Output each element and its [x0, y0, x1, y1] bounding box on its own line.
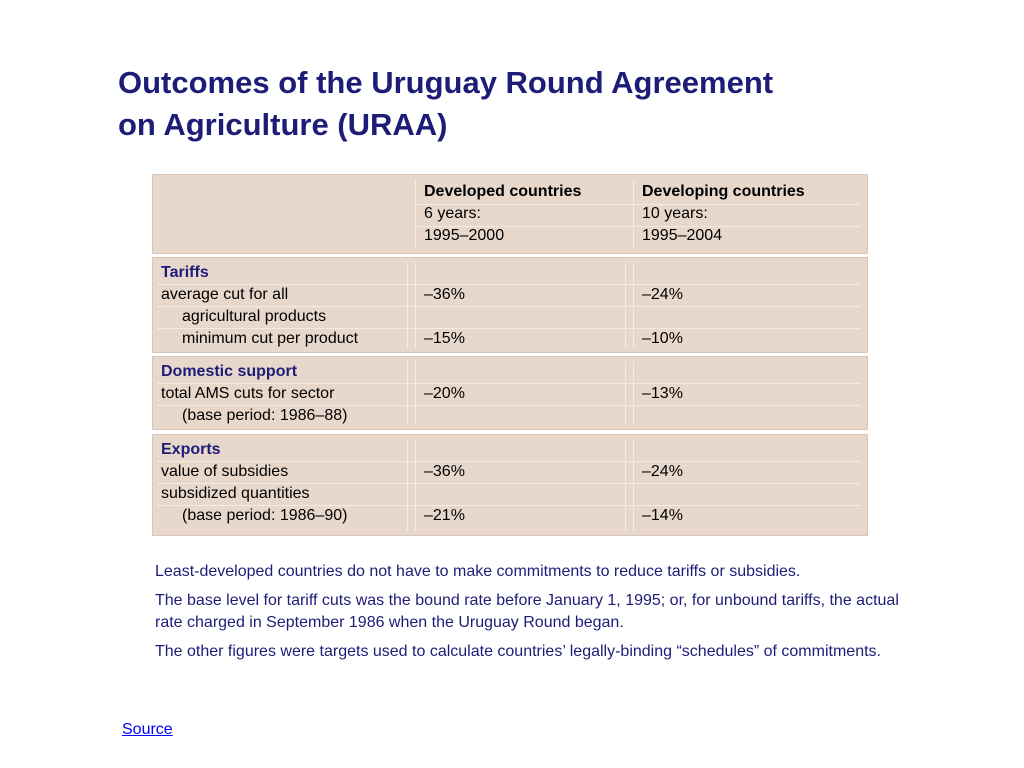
header-developed-name: Developed countries: [424, 183, 582, 200]
tariffs-heading: Tariffs: [161, 264, 209, 281]
header-developing-name: Developing countries: [642, 183, 805, 200]
exports-block: Exports value of subsidies subsidized qu…: [152, 434, 868, 536]
page-title-line-2: on Agriculture (URAA): [118, 107, 448, 142]
exports-row1-developing: –24%: [642, 463, 683, 480]
footnote-other-figures: The other figures were targets used to c…: [155, 643, 881, 660]
tariffs-row1-developing: –24%: [642, 286, 683, 303]
domestic-row1-developed: –20%: [424, 385, 465, 402]
tariffs-row1-label: average cut for all: [161, 286, 289, 303]
tariffs-row1-developed: –36%: [424, 286, 465, 303]
footnote-least-developed: Least-developed countries do not have to…: [155, 563, 801, 580]
domestic-support-block: Domestic support total AMS cuts for sect…: [152, 356, 868, 430]
source-link[interactable]: Source: [122, 721, 173, 738]
tariffs-block: Tariffs average cut for all agricultural…: [152, 257, 868, 353]
uraa-table: Developed countries 6 years: 1995–2000 D…: [152, 174, 868, 536]
tariffs-row2-developed: –15%: [424, 330, 465, 347]
header-developed-years: 1995–2000: [424, 227, 505, 244]
exports-heading: Exports: [161, 441, 221, 458]
exports-row1-label: value of subsidies: [161, 463, 289, 480]
exports-row2-developing: –14%: [642, 507, 683, 524]
header-developing-period: 10 years:: [642, 205, 708, 222]
header-developing-years: 1995–2004: [642, 227, 723, 244]
domestic-row1-sub: (base period: 1986–88): [182, 407, 348, 424]
page-title-line-1: Outcomes of the Uruguay Round Agreement: [118, 65, 774, 100]
page-title: Outcomes of the Uruguay Round Agreement …: [118, 62, 918, 146]
tariffs-row2-developing: –10%: [642, 330, 683, 347]
exports-row1-developed: –36%: [424, 463, 465, 480]
domestic-row1-developing: –13%: [642, 385, 683, 402]
footnotes: Least-developed countries do not have to…: [155, 561, 915, 670]
exports-row2-developed: –21%: [424, 507, 465, 524]
table-header-block: Developed countries 6 years: 1995–2000 D…: [152, 174, 868, 254]
exports-row2-sub: (base period: 1986–90): [182, 507, 348, 524]
domestic-support-heading: Domestic support: [161, 363, 298, 380]
domestic-row1-label: total AMS cuts for sector: [161, 385, 335, 402]
footnote-base-level: The base level for tariff cuts was the b…: [155, 592, 899, 631]
tariffs-row1-label-continued: agricultural products: [182, 308, 327, 325]
exports-row2-label: subsidized quantities: [161, 485, 310, 502]
tariffs-row2-label: minimum cut per product: [182, 330, 359, 347]
header-developed-period: 6 years:: [424, 205, 481, 222]
